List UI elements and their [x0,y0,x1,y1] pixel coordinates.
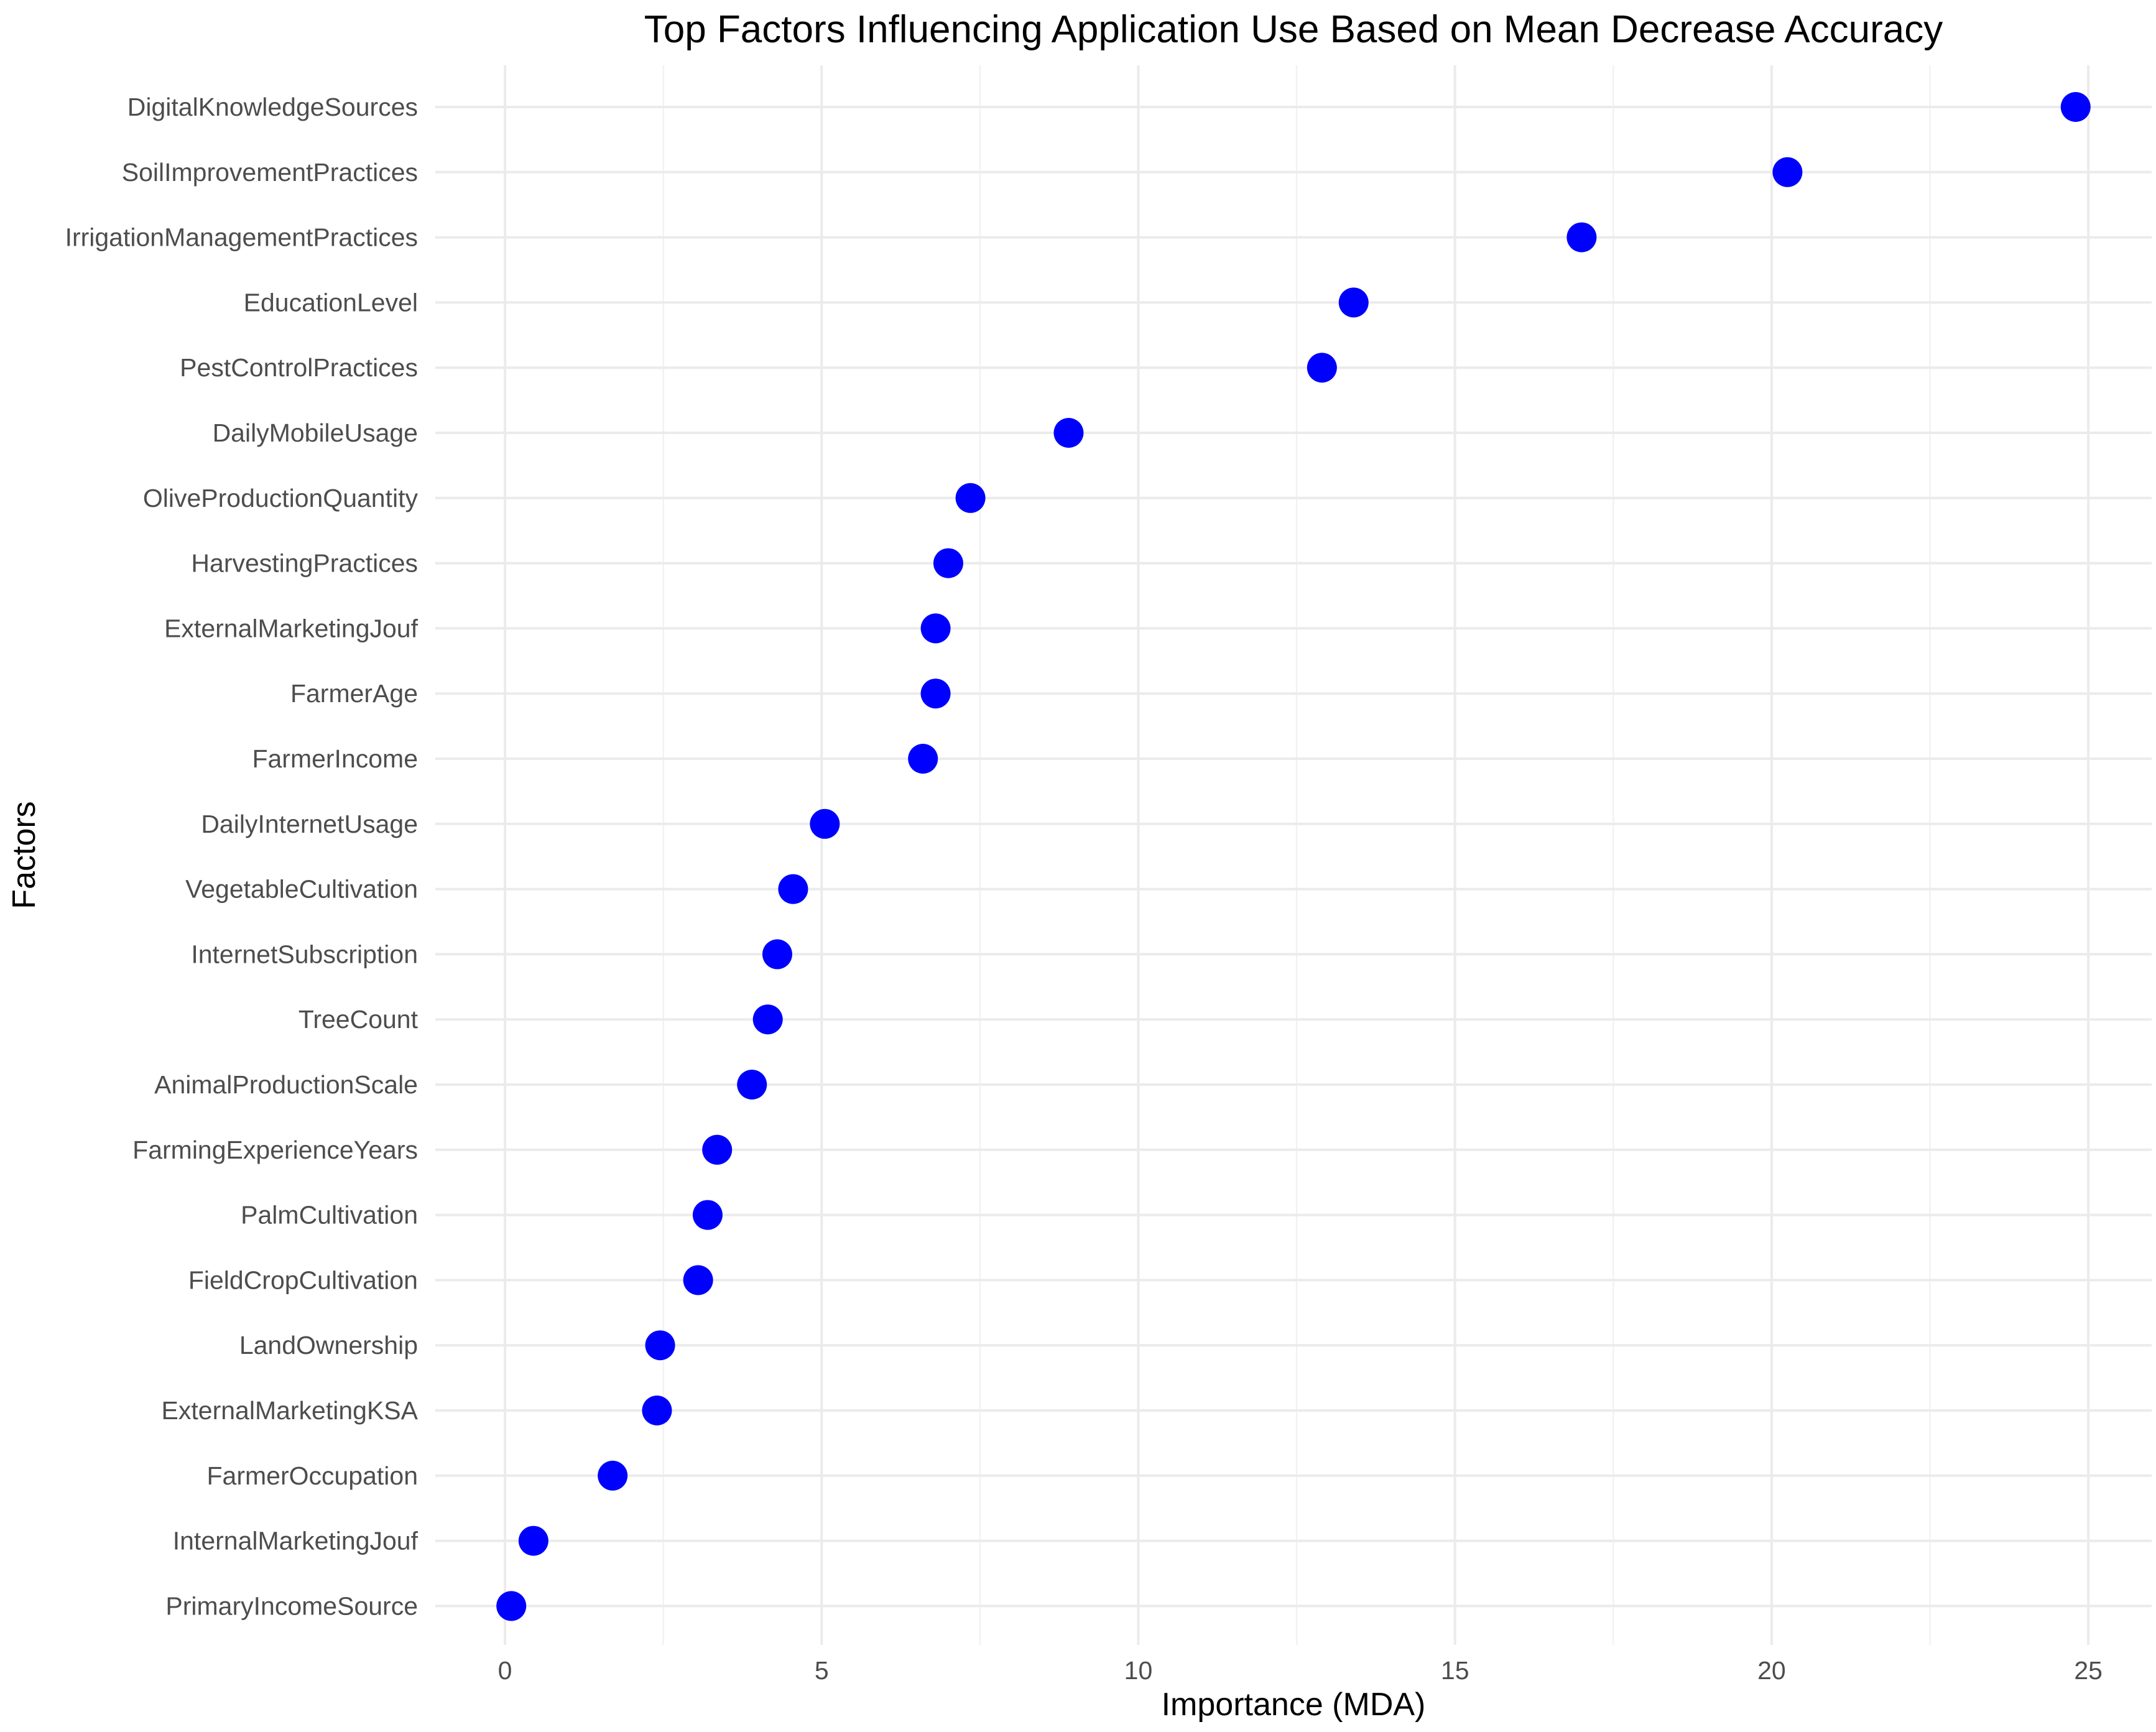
data-points [496,92,2091,1621]
y-tick-label: DailyMobileUsage [213,419,418,447]
y-tick-label: FarmerOccupation [206,1461,418,1490]
data-point [683,1265,713,1295]
chart-title: Top Factors Influencing Application Use … [644,8,1943,51]
grid-lines [435,65,2152,1645]
data-point [920,613,951,644]
y-tick-label: HarvestingPractices [191,549,418,578]
x-tick-label: 20 [1757,1656,1786,1685]
data-point [752,1004,783,1035]
y-tick-label: EducationLevel [244,288,418,317]
y-tick-label: FarmerAge [290,679,418,708]
data-point [810,808,840,839]
y-tick-label: IrrigationManagementPractices [65,223,418,252]
data-point [518,1526,548,1556]
y-tick-label: OliveProductionQuantity [143,484,419,512]
data-point [778,874,808,904]
x-tick-label: 5 [815,1656,829,1685]
y-tick-label: VegetableCultivation [185,875,418,904]
data-point [920,678,951,709]
data-point [642,1396,672,1425]
y-tick-label: AnimalProductionScale [154,1070,418,1099]
y-tick-label: FarmerIncome [252,744,418,773]
data-point [762,939,792,970]
y-tick-labels: DigitalKnowledgeSources SoilImprovementPr… [65,93,419,1620]
x-tick-label: 15 [1441,1656,1469,1685]
data-point [1053,418,1084,448]
y-tick-label: FarmingExperienceYears [132,1136,418,1164]
y-tick-label: ExternalMarketingJouf [164,614,419,642]
x-tick-label: 25 [2074,1656,2103,1685]
data-point [692,1200,723,1230]
y-tick-label: PestControlPractices [180,353,418,382]
data-point [1566,222,1597,252]
y-tick-label: DigitalKnowledgeSources [127,93,418,121]
y-tick-label: SoilImprovementPractices [122,158,418,187]
data-point [645,1330,675,1361]
data-point [598,1460,628,1491]
y-tick-label: PalmCultivation [241,1201,418,1230]
x-tick-labels: 0 5 10 15 20 25 [498,1656,2103,1685]
data-point [908,744,938,774]
data-point [955,483,986,513]
y-tick-label: InternalMarketingJouf [173,1527,419,1555]
data-point [1772,157,1803,187]
y-tick-label: PrimaryIncomeSource [165,1591,418,1620]
y-tick-label: InternetSubscription [191,940,418,968]
y-tick-label: ExternalMarketingKSA [162,1396,419,1425]
x-axis-title: Importance (MDA) [1162,1687,1426,1723]
data-point [702,1134,733,1165]
y-tick-label: FieldCropCultivation [188,1266,418,1294]
data-point [2060,92,2091,122]
data-point [1307,353,1337,383]
data-point [737,1070,767,1100]
y-axis-title: Factors [6,801,42,909]
y-tick-label: TreeCount [298,1005,419,1034]
x-tick-label: 0 [498,1656,512,1685]
y-tick-label: LandOwnership [239,1331,418,1359]
data-point [1338,287,1369,318]
y-tick-label: DailyInternetUsage [201,810,418,838]
x-tick-label: 10 [1124,1656,1153,1685]
data-point [496,1591,527,1621]
data-point [933,548,963,578]
